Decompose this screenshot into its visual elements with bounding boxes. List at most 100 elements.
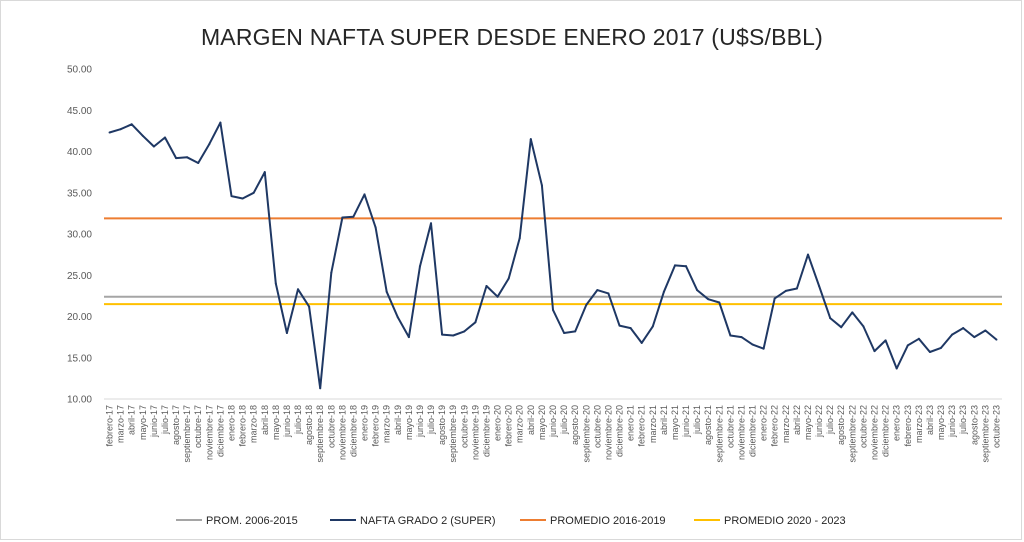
x-tick-label: julio-17	[160, 405, 170, 435]
x-tick-label: diciembre-21	[748, 405, 758, 457]
x-tick-label: enero-23	[892, 405, 902, 441]
legend-label: PROMEDIO 2016-2019	[550, 515, 666, 527]
x-tick-label: febrero-20	[504, 405, 514, 447]
data-point	[418, 265, 421, 268]
series-layer	[108, 121, 998, 390]
data-point	[873, 350, 876, 353]
reference-lines	[104, 217, 1002, 306]
x-tick-label: mayo-17	[138, 405, 148, 440]
x-tick-label: marzo-20	[515, 405, 525, 443]
data-point	[618, 324, 621, 327]
data-point	[108, 131, 111, 134]
data-point	[895, 367, 898, 370]
data-point	[962, 327, 965, 330]
x-tick-label: julio-21	[692, 405, 702, 435]
data-point	[596, 289, 599, 292]
x-tick-label: febrero-19	[371, 405, 381, 447]
x-tick-label: noviembre-20	[603, 405, 613, 460]
x-tick-label: febrero-18	[238, 405, 248, 447]
x-tick-label: diciembre-17	[215, 405, 225, 457]
data-point	[197, 162, 200, 165]
data-point	[141, 134, 144, 137]
x-tick-label: agosto-19	[437, 405, 447, 445]
data-point	[884, 339, 887, 342]
x-tick-label: marzo-19	[382, 405, 392, 443]
data-point	[252, 191, 255, 194]
y-tick-label: 35.00	[67, 188, 92, 199]
x-tick-label: mayo-22	[803, 405, 813, 440]
x-tick-label: enero-18	[226, 405, 236, 441]
x-tick-label: marzo-23	[914, 405, 924, 443]
data-point	[751, 343, 754, 346]
x-tick-label: septiembre-20	[581, 405, 591, 463]
x-tick-label: febrero-21	[637, 405, 647, 447]
data-point	[995, 338, 998, 341]
x-tick-label: septiembre-19	[448, 405, 458, 463]
data-point	[241, 197, 244, 200]
x-tick-label: junio-22	[814, 405, 824, 438]
data-point	[840, 326, 843, 329]
data-point	[718, 301, 721, 304]
data-point	[984, 329, 987, 332]
x-tick-label: septiembre-18	[315, 405, 325, 463]
data-point	[230, 195, 233, 198]
data-point	[928, 350, 931, 353]
x-tick-label: noviembre-21	[736, 405, 746, 460]
x-tick-label: enero-21	[626, 405, 636, 441]
x-tick-label: julio-23	[958, 405, 968, 435]
x-tick-label: diciembre-18	[348, 405, 358, 457]
x-tick-label: diciembre-19	[481, 405, 491, 457]
data-point	[308, 305, 311, 308]
data-point	[784, 289, 787, 292]
x-tick-label: abril-18	[260, 405, 270, 435]
x-tick-label: julio-22	[825, 405, 835, 435]
x-tick-label: septiembre-17	[182, 405, 192, 463]
data-point	[319, 387, 322, 390]
data-point	[818, 284, 821, 287]
x-tick-label: octubre-22	[858, 405, 868, 448]
x-tick-label: marzo-21	[648, 405, 658, 443]
data-point	[330, 271, 333, 274]
y-tick-label: 40.00	[67, 147, 92, 158]
y-tick-label: 15.00	[67, 353, 92, 364]
data-point	[463, 330, 466, 333]
x-tick-label: mayo-18	[271, 405, 281, 440]
y-tick-label: 25.00	[67, 271, 92, 282]
axis-layer: 10.00 15.00 20.00 25.00 30.00 35.00 40.00 45.00…	[67, 65, 1002, 463]
data-point	[407, 336, 410, 339]
x-tick-label: diciembre-22	[881, 405, 891, 457]
data-point	[263, 171, 266, 174]
chart-title: MARGEN NAFTA SUPER DESDE ENERO 2017 (U$S…	[200, 24, 824, 50]
data-point	[452, 334, 455, 337]
data-point	[430, 222, 433, 225]
x-tick-label: noviembre-18	[337, 405, 347, 460]
x-tick-label: octubre-19	[459, 405, 469, 448]
data-point	[119, 128, 122, 131]
data-point	[640, 341, 643, 344]
x-tick-label: julio-19	[426, 405, 436, 435]
x-tick-label: abril-22	[792, 405, 802, 435]
data-point	[152, 145, 155, 148]
x-tick-label: febrero-23	[903, 405, 913, 447]
x-tick-label: marzo-17	[116, 405, 126, 443]
data-point	[297, 288, 300, 291]
data-point	[951, 333, 954, 336]
data-point	[518, 237, 521, 240]
x-tick-label: enero-20	[493, 405, 503, 441]
data-point	[485, 284, 488, 287]
x-tick-label: septiembre-22	[847, 405, 857, 463]
data-point	[585, 303, 588, 306]
data-point	[396, 316, 399, 319]
data-point	[274, 282, 277, 285]
data-point	[740, 336, 743, 339]
data-point	[130, 123, 133, 126]
x-tick-label: enero-19	[360, 405, 370, 441]
x-tick-label: marzo-18	[249, 405, 259, 443]
data-point	[163, 136, 166, 139]
data-point	[219, 121, 222, 124]
data-point	[552, 308, 554, 311]
x-tick-label: febrero-22	[770, 405, 780, 447]
data-point	[762, 347, 765, 350]
x-tick-label: noviembre-22	[870, 405, 880, 460]
